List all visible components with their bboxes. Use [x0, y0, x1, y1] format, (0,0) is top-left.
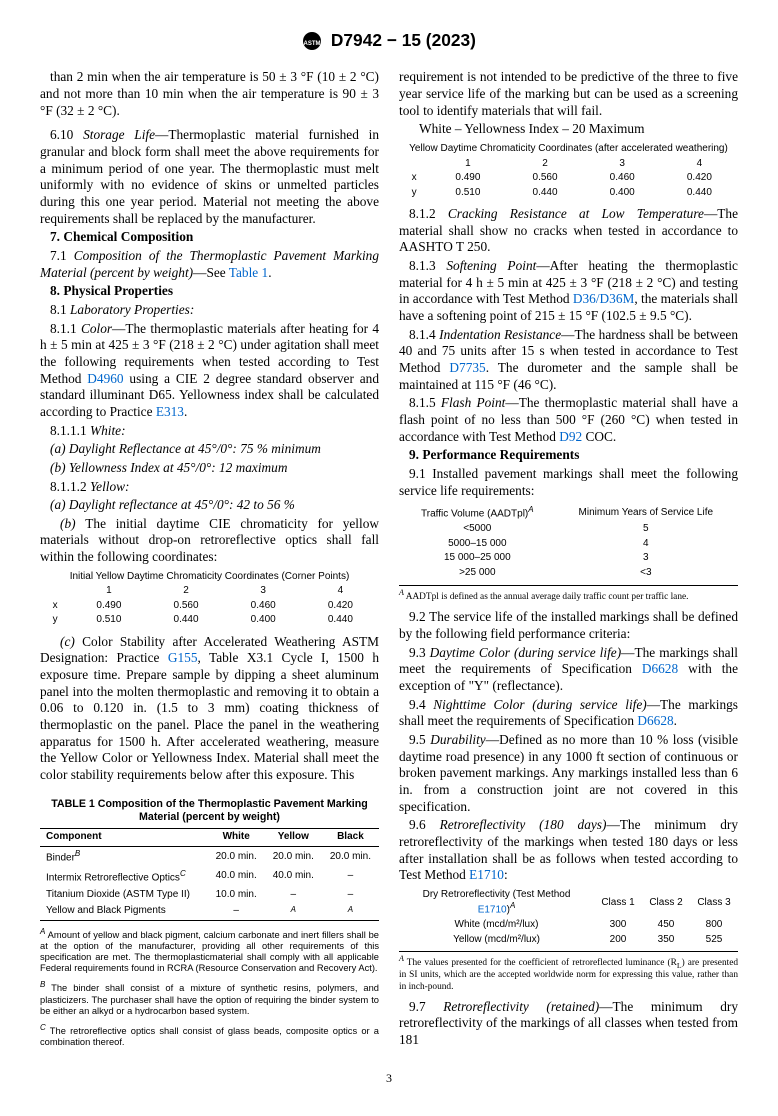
- link-e1710[interactable]: E1710: [469, 867, 504, 882]
- section-9-title: 9. Performance Requirements: [399, 447, 738, 464]
- svc-note: A AADTpl is defined as the annual averag…: [399, 585, 738, 603]
- para-8-1-4: 8.1.4 Indentation Resistance—The hardnes…: [399, 327, 738, 394]
- table-row: 1234: [399, 157, 738, 172]
- right-column: requirement is not intended to be predic…: [399, 69, 738, 1050]
- link-d7735[interactable]: D7735: [449, 360, 485, 375]
- table-row: Yellow and Black Pigments–AA: [40, 903, 379, 920]
- para-7-1: 7.1 Composition of the Thermoplastic Pav…: [40, 248, 379, 281]
- link-d6628-2[interactable]: D6628: [637, 713, 673, 728]
- table-row: BinderB20.0 min.20.0 min.20.0 min.: [40, 846, 379, 866]
- para-9-1: 9.1 Installed pavement markings shall me…: [399, 466, 738, 499]
- page-header: ASTM D7942 − 15 (2023): [40, 30, 738, 51]
- table-row: 15 000–25 0003: [401, 552, 736, 565]
- para-8-1-5: 8.1.5 Flash Point—The thermoplastic mate…: [399, 395, 738, 445]
- chromaticity-table-initial: Initial Yellow Daytime Chromaticity Coor…: [40, 570, 379, 628]
- table-row: x0.4900.5600.4600.420: [399, 171, 738, 186]
- para-9-5: 9.5 Durability—Defined as no more than 1…: [399, 732, 738, 815]
- para-6-10: 6.10 Storage Life—Thermoplastic material…: [40, 127, 379, 227]
- retro-note: A The values presented for the coefficie…: [399, 951, 738, 993]
- table-row: White (mcd/m²/lux)300450800: [399, 918, 738, 933]
- link-d4960[interactable]: D4960: [87, 371, 123, 386]
- white-b: (b) Yellowness Index at 45°/0°: 12 maxim…: [40, 460, 379, 477]
- table-row: 5000–15 0004: [401, 538, 736, 551]
- para-6-cont: than 2 min when the air temperature is 5…: [40, 69, 379, 119]
- table-row: y0.5100.4400.4000.440: [399, 186, 738, 201]
- yellow-a: (a) Daylight reflectance at 45°/0°: 42 t…: [40, 497, 379, 514]
- left-column: than 2 min when the air temperature is 5…: [40, 69, 379, 1050]
- table-row: y0.5100.4400.4000.440: [40, 613, 379, 628]
- para-9-7: 9.7 Retroreflectivity (retained)—The min…: [399, 999, 738, 1049]
- service-life-table: Traffic Volume (AADTpl)AMinimum Years of…: [399, 503, 738, 581]
- astm-logo-icon: ASTM: [302, 31, 322, 51]
- table-1-caption: TABLE 1 Composition of the Thermoplastic…: [40, 798, 379, 825]
- link-e313[interactable]: E313: [156, 404, 184, 419]
- para-8-1-1-2: 8.1.1.2 Yellow:: [40, 479, 379, 496]
- page-number: 3: [40, 1071, 738, 1086]
- link-g155[interactable]: G155: [168, 650, 198, 665]
- para-9-6: 9.6 Retroreflectivity (180 days)—The min…: [399, 817, 738, 884]
- para-8-1-1: 8.1.1 Color—The thermoplastic materials …: [40, 321, 379, 421]
- para-9-2: 9.2 The service life of the installed ma…: [399, 609, 738, 642]
- para-8-1-2: 8.1.2 Cracking Resistance at Low Tempera…: [399, 206, 738, 256]
- yellow-b: (b) The initial daytime CIE chromaticity…: [40, 516, 379, 566]
- white-yi: White – Yellowness Index – 20 Maximum: [399, 121, 738, 138]
- para-cont-right: requirement is not intended to be predic…: [399, 69, 738, 119]
- table-row: Yellow (mcd/m²/lux)200350525: [399, 933, 738, 948]
- table-row: ComponentWhiteYellowBlack: [40, 829, 379, 847]
- link-table1[interactable]: Table 1: [229, 265, 268, 280]
- section-8-title: 8. Physical Properties: [40, 283, 379, 300]
- para-8-1: 8.1 Laboratory Properties:: [40, 302, 379, 319]
- table-row: Traffic Volume (AADTpl)AMinimum Years of…: [401, 505, 736, 521]
- svg-text:ASTM: ASTM: [304, 41, 321, 47]
- table-row: <50005: [401, 523, 736, 536]
- para-9-4: 9.4 Nighttime Color (during service life…: [399, 697, 738, 730]
- para-c: (c) Color Stability after Accelerated We…: [40, 634, 379, 784]
- para-9-3: 9.3 Daytime Color (during service life)—…: [399, 645, 738, 695]
- para-8-1-3: 8.1.3 Softening Point—After heating the …: [399, 258, 738, 325]
- header-text: D7942 − 15 (2023): [331, 30, 476, 50]
- table-row: Dry Retroreflectivity (Test MethodE1710)…: [399, 888, 738, 918]
- link-d92[interactable]: D92: [559, 429, 582, 444]
- table-row: Titanium Dioxide (ASTM Type II)10.0 min.…: [40, 887, 379, 904]
- link-d36[interactable]: D36/D36M: [573, 291, 634, 306]
- section-7-title: 7. Chemical Composition: [40, 229, 379, 246]
- two-column-layout: than 2 min when the air temperature is 5…: [40, 69, 738, 1050]
- table-row: x0.4900.5600.4600.420: [40, 599, 379, 614]
- table-row: >25 000<3: [401, 567, 736, 580]
- table-row: Intermix Retroreflective OpticsC40.0 min…: [40, 867, 379, 887]
- retroreflectivity-table: Dry Retroreflectivity (Test MethodE1710)…: [399, 888, 738, 947]
- white-a: (a) Daylight Reflectance at 45°/0°: 75 %…: [40, 441, 379, 458]
- table-1: TABLE 1 Composition of the Thermoplastic…: [40, 798, 379, 1049]
- chromaticity-table-weathered: Yellow Daytime Chromaticity Coordinates …: [399, 142, 738, 200]
- link-d6628-1[interactable]: D6628: [642, 661, 678, 676]
- table-note-a: A Amount of yellow and black pigment, ca…: [40, 927, 379, 975]
- table-note-c: C The retroreflective optics shall consi…: [40, 1023, 379, 1048]
- link-e1710-2[interactable]: E1710: [478, 905, 507, 916]
- table-note-b: B The binder shall consist of a mixture …: [40, 980, 379, 1017]
- para-8-1-1-1: 8.1.1.1 White:: [40, 423, 379, 440]
- table-row: 1234: [40, 584, 379, 599]
